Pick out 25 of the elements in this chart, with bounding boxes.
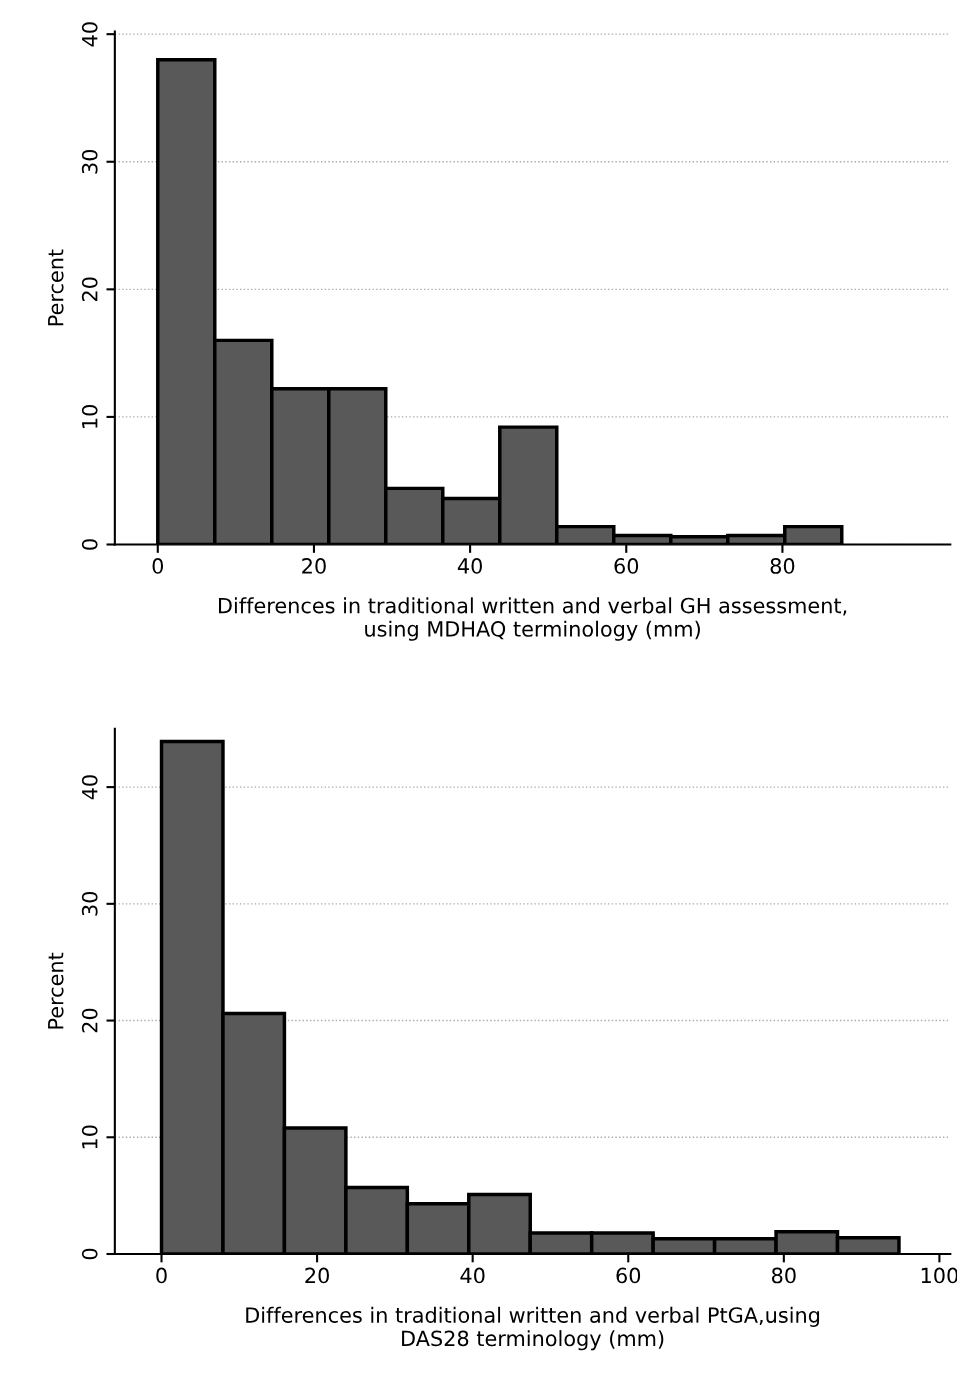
x-tick-label: 0 [156,1267,167,1284]
y-tick-label: 30 [81,149,98,174]
x-tick-label: 80 [771,1267,796,1284]
y-tick-label: 10 [81,1125,98,1149]
x-tick-label: 80 [770,558,795,574]
y-tick-label: 30 [81,891,98,916]
y-axis-title: Percent [48,249,64,326]
y-axis-title: Percent [48,952,64,1029]
x-axis-title: Differences in traditional written and verbal GH assessment, using MDHAQ terminology (mm) [219,597,847,641]
y-tick-label: 40 [81,22,98,47]
x-tick-label: 40 [457,558,482,574]
x-tick-label: 60 [614,558,639,574]
y-tick-label: 0 [81,1248,98,1260]
y-tick-label: 20 [81,1008,98,1033]
x-tick-label: 100 [921,1267,957,1284]
y-tick-label: 20 [81,277,98,302]
x-tick-label: 20 [302,558,326,574]
x-tick-label: 40 [460,1267,485,1284]
x-tick-label: 60 [616,1267,641,1284]
y-tick-label: 10 [81,405,98,428]
x-tick-label: 20 [305,1267,329,1284]
y-tick-label: 0 [81,539,98,550]
x-tick-label: 0 [152,558,164,574]
y-tick-label: 40 [81,775,98,800]
x-axis-title: Differences in traditional written and verbal PtGA,using DAS28 terminology (mm) [246,1306,820,1351]
